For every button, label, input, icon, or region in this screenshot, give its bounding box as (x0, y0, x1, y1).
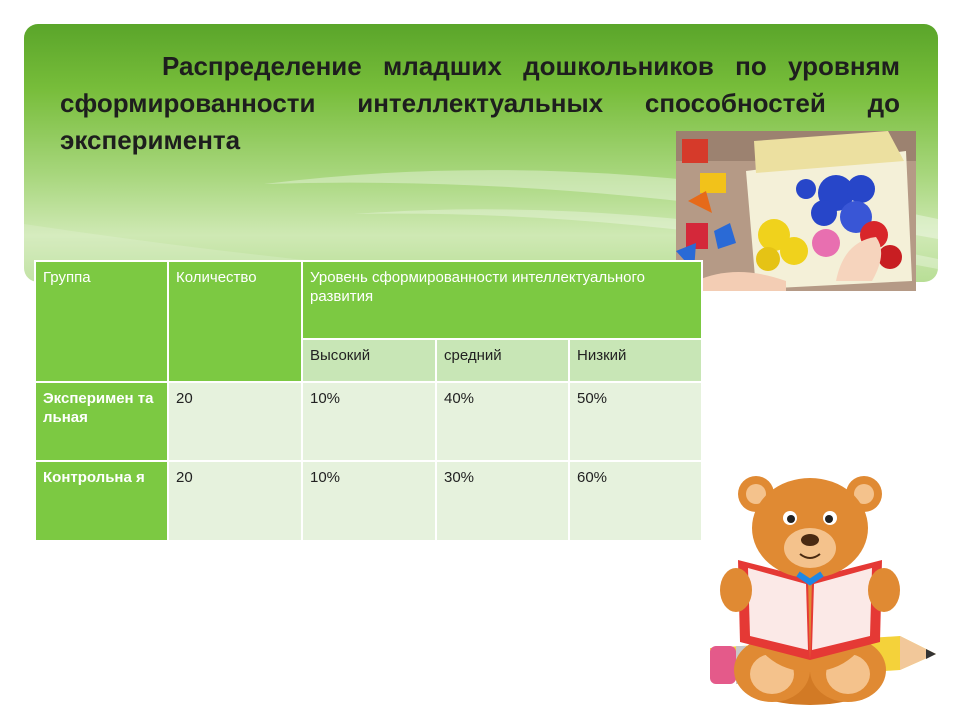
header-level: Уровень сформированности интеллектуально… (301, 260, 703, 340)
row-count: 20 (167, 460, 303, 542)
table-row: Эксперимен тальная 20 10% 40% 50% (34, 381, 703, 462)
subheader-high: Высокий (301, 338, 437, 383)
row-count: 20 (167, 381, 303, 462)
header-group: Группа (34, 260, 169, 383)
table-row: Контрольна я 20 10% 30% 60% (34, 460, 703, 542)
row-mid: 40% (435, 381, 570, 462)
bear-reading-book-illustration (710, 476, 936, 705)
row-group-label: Эксперимен тальная (34, 381, 169, 462)
subheader-low: Низкий (568, 338, 703, 383)
subheader-mid: средний (435, 338, 570, 383)
row-high: 10% (301, 381, 437, 462)
row-mid: 30% (435, 460, 570, 542)
row-low: 50% (568, 381, 703, 462)
header-count: Количество (167, 260, 303, 383)
distribution-table: Группа Количество Уровень сформированнос… (34, 260, 703, 542)
header-row: Группа Количество Уровень сформированнос… (34, 260, 703, 383)
subheader-row: Высокий средний Низкий (35, 338, 703, 383)
slide-title: Распределение младших дошкольников по ур… (60, 51, 900, 155)
row-high: 10% (301, 460, 437, 542)
child-playing-with-blocks-photo (676, 131, 916, 291)
row-group-label: Контрольна я (34, 460, 169, 542)
row-low: 60% (568, 460, 703, 542)
